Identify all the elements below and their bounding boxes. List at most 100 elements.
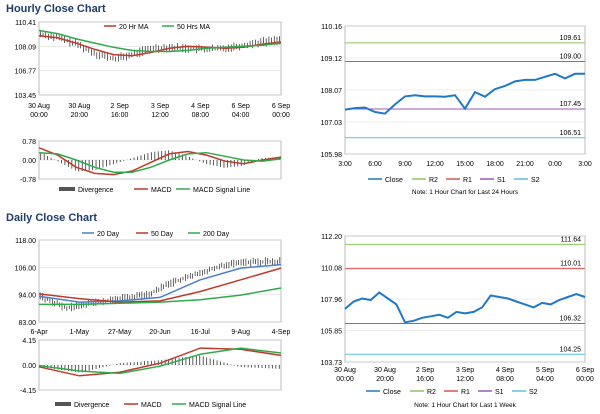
y-tick-label: -0.78 <box>20 177 36 184</box>
y-tick-label: 4.15 <box>22 338 36 345</box>
x-tick-label: 30 Aug <box>68 103 90 110</box>
pivot-label-r1: 110.01 <box>560 261 581 268</box>
daily-ma-chart: 20 Day 50 Day 200 Day 118.00 106.00 94.00 8… <box>15 231 290 336</box>
y-tick-label: 112.20 <box>321 234 342 241</box>
y-tick-label: 107.96 <box>321 297 343 304</box>
x-tick-label: 16:00 <box>111 112 129 119</box>
daily-levels-note: Note: 1 Hour Chart for Last 1 Week <box>414 402 517 409</box>
x-tick-label: 00:00 <box>336 376 354 383</box>
x-tick-label: 18:00 <box>486 161 504 168</box>
legend-swatch-divergence <box>55 402 71 406</box>
y-tick-label: 0.78 <box>22 139 36 146</box>
daily-macd-legend: Divergence MACD MACD Signal Line <box>55 402 246 409</box>
y-tick-label: 110.16 <box>321 24 342 31</box>
legend-swatch-divergence <box>59 187 75 191</box>
daily-section-title: Daily Close Chart <box>6 212 98 224</box>
x-tick-label: 30 Aug <box>374 367 396 374</box>
pivot-label-r2: 111.64 <box>561 236 581 243</box>
hourly-ma-chart: 20 Hr MA 50 Hrs MA 110.41 108.09 106.77 103… <box>15 20 290 119</box>
legend-label-r2: R2 <box>429 177 438 184</box>
x-tick-label: 3 Sep <box>456 367 474 374</box>
x-tick-label: 4-Sep <box>272 329 290 336</box>
pivot-label-r2: 109.61 <box>560 35 582 42</box>
x-tick-label: 20:00 <box>376 376 394 383</box>
y-tick-label: 0.00 <box>22 158 36 165</box>
y-tick-label: 103.73 <box>321 360 343 367</box>
legend-label-signal: MACD Signal Line <box>193 187 250 194</box>
y-tick-label: 109.12 <box>321 56 343 63</box>
pivot-label-s1: 106.32 <box>560 315 582 322</box>
legend-label-macd: MACD <box>151 187 172 194</box>
daily-levels-chart: 112.20 110.08 107.96 105.85 103.73 111.64 110… <box>321 234 595 409</box>
x-tick-label: 3:00 <box>578 161 592 168</box>
y-tick-label: 94.00 <box>18 293 36 300</box>
x-tick-label: 30 Aug <box>28 103 50 110</box>
legend-label-close: Close <box>385 177 403 184</box>
y-tick-label: 103.45 <box>15 93 37 100</box>
x-tick-label: 20-Jun <box>149 329 171 336</box>
x-tick-label: 16-Jul <box>191 329 211 336</box>
x-tick-label: 27-May <box>108 329 132 336</box>
pivot-label-s2: 106.51 <box>560 130 582 137</box>
x-tick-label: 00:00 <box>30 112 48 119</box>
y-tick-label: -4.15 <box>20 388 36 395</box>
daily-macd-chart: 4.15 0.00 -4.15 Divergence MACD MACD Signa… <box>20 338 282 409</box>
x-tick-label: 20:00 <box>71 112 89 119</box>
daily-ma-xticks: 6-Apr 1-May 27-May 20-Jun 16-Jul 9-Aug 4-Sep <box>30 329 290 336</box>
legend-label-r1: R1 <box>463 177 472 184</box>
y-tick-label: 108.09 <box>15 44 37 51</box>
x-tick-label: 0:00 <box>548 161 562 168</box>
legend-label-r1: R1 <box>461 389 470 396</box>
legend-label-s2: S2 <box>529 389 538 396</box>
legend-label-20day: 20 Day <box>97 231 120 238</box>
series-50day <box>38 267 282 303</box>
hourly-section-title: Hourly Close Chart <box>6 3 106 15</box>
x-tick-label: 5 Sep <box>536 367 554 374</box>
series-50hr-ma <box>38 29 282 53</box>
y-tick-label: 83.00 <box>18 320 36 327</box>
daily-ma-legend: 20 Day 50 Day 200 Day <box>82 231 230 238</box>
x-tick-label: 6 Sep <box>272 103 290 110</box>
x-tick-label: 2 Sep <box>416 367 434 374</box>
series-hourly-close <box>344 72 585 115</box>
hourly-levels-chart: 110.16 109.12 108.07 107.03 105.98 109.61 109… <box>321 24 592 196</box>
daily-levels-pivots: 111.64 110.01 106.32 104.25 <box>345 236 585 355</box>
daily-levels-legend: Close R2 R1 S1 S2 <box>366 389 538 396</box>
series-daily-macd <box>38 347 282 377</box>
legend-label-s2: S2 <box>531 177 540 184</box>
x-tick-label: 6 Sep <box>576 367 594 374</box>
series-hourly-macd-signal <box>38 151 282 173</box>
legend-label-divergence: Divergence <box>78 187 114 194</box>
y-tick-label: 105.85 <box>321 329 343 336</box>
daily-macd-yticks: 4.15 0.00 -4.15 <box>20 338 281 395</box>
series-20day <box>38 263 282 303</box>
x-tick-label: 04:00 <box>536 376 554 383</box>
legend-label-s1: S1 <box>497 177 506 184</box>
x-tick-label: 4 Sep <box>191 103 209 110</box>
y-tick-label: 106.00 <box>15 265 37 272</box>
hourly-levels-note: Note: 1 Hour Chart for Last 24 Hours <box>412 189 519 196</box>
series-200day <box>39 287 282 306</box>
hourly-macd-legend: Divergence MACD MACD Signal Line <box>59 187 250 194</box>
y-tick-label: 110.08 <box>321 266 342 273</box>
x-tick-label: 08:00 <box>192 112 210 119</box>
x-tick-label: 3:00 <box>338 161 352 168</box>
y-tick-label: 0.00 <box>22 363 36 370</box>
daily-ma-plot-area <box>38 239 282 323</box>
hourly-ma-yticks: 110.41 108.09 106.77 103.45 <box>15 20 281 100</box>
hourly-levels-xticks: 3:00 6:00 9:00 12:00 15:00 18:00 21:00 0:00 3:00 <box>338 161 592 168</box>
x-tick-label: 3 Sep <box>151 103 169 110</box>
x-tick-label: 04:00 <box>232 112 250 119</box>
pivot-label-s2: 104.25 <box>560 346 582 353</box>
legend-label-close: Close <box>383 389 401 396</box>
legend-label-signal: MACD Signal Line <box>189 402 246 409</box>
x-tick-label: 9:00 <box>398 161 412 168</box>
x-tick-label: 6-Apr <box>30 329 48 336</box>
legend-label-50day: 50 Day <box>151 231 174 238</box>
x-tick-label: 6 Sep <box>232 103 250 110</box>
y-tick-label: 110.41 <box>15 20 36 27</box>
hourly-ma-xticks: 30 Aug 00:00 30 Aug 20:00 2 Sep 16:00 3 Sep 12:… <box>28 103 290 119</box>
y-tick-label: 108.07 <box>321 88 343 95</box>
legend-label-macd: MACD <box>141 402 162 409</box>
hourly-levels-yticks: 110.16 109.12 108.07 107.03 105.98 <box>321 24 585 159</box>
